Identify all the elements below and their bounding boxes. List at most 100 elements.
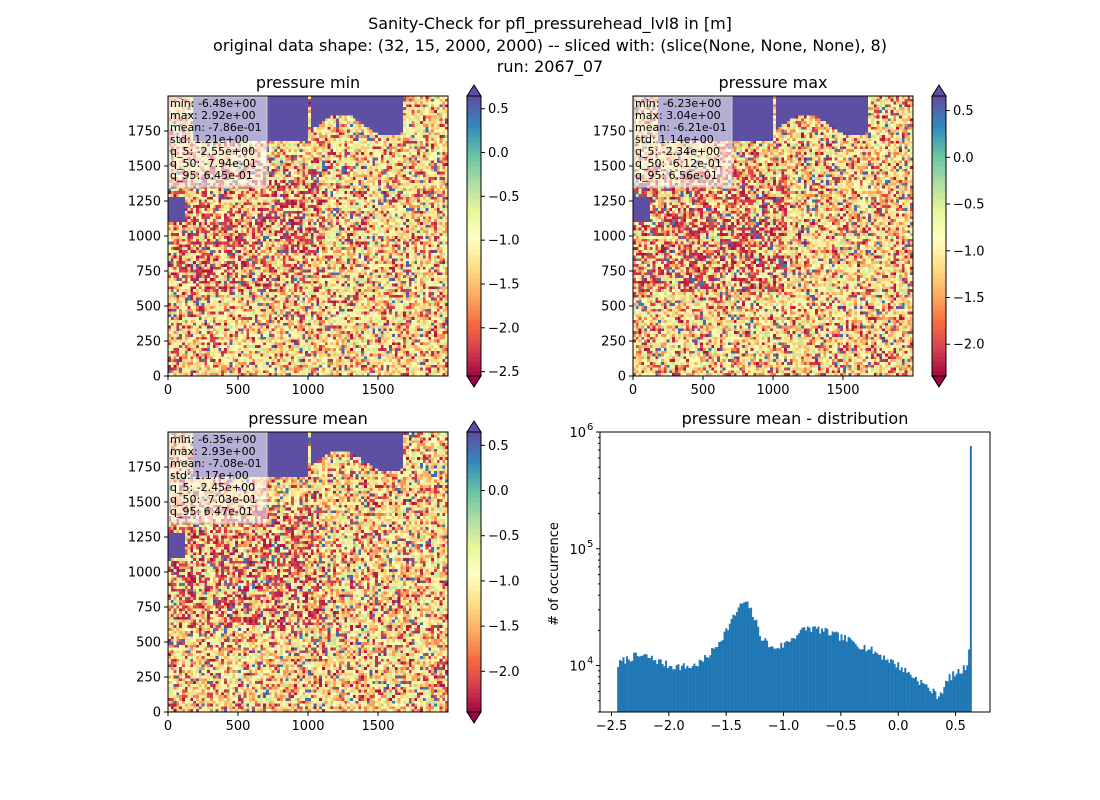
histogram-bar xyxy=(735,612,738,712)
histogram-bar xyxy=(766,640,769,712)
colorbar-tick-label: 0.0 xyxy=(953,151,974,166)
colorbar-tick-label: −1.0 xyxy=(953,244,985,259)
histogram-bar xyxy=(744,601,747,712)
colorbar-segment xyxy=(467,628,481,634)
histogram-bar xyxy=(769,646,772,712)
histogram-bar xyxy=(875,653,878,712)
histogram-bar xyxy=(661,663,664,712)
colorbar-segment xyxy=(467,156,481,162)
histogram-bar xyxy=(640,655,643,712)
colorbar-segment xyxy=(467,474,481,480)
x-tick-label: 500 xyxy=(226,383,251,398)
x-tick-label: 500 xyxy=(226,719,251,734)
x-tick-label: 0.5 xyxy=(945,719,966,734)
histogram-bar xyxy=(721,640,724,712)
histogram-bar xyxy=(898,670,901,712)
colorbar-tick-label: 0.5 xyxy=(488,102,509,117)
histogram-bar xyxy=(695,665,698,712)
colorbar-segment xyxy=(467,539,481,545)
colorbar-segment xyxy=(932,320,946,326)
histogram-bar xyxy=(863,644,866,712)
histogram-bar xyxy=(638,656,641,712)
colorbar-segment xyxy=(467,352,481,358)
histogram-bar xyxy=(925,684,928,712)
histogram-bar xyxy=(734,615,737,712)
colorbar-frame xyxy=(931,95,947,377)
colorbar-segment xyxy=(932,96,946,102)
histogram-bar xyxy=(700,660,703,712)
colorbar-segment xyxy=(467,530,481,536)
colorbar-segment xyxy=(467,572,481,578)
histogram-bar xyxy=(932,688,935,712)
colorbar-segment xyxy=(467,133,481,139)
histogram-panel: pressure mean - distribution −2.5 −2.0 −1.5… xyxy=(547,409,991,734)
histogram-bar xyxy=(922,683,924,712)
colorbar-segment xyxy=(467,520,481,526)
colorbar-segment xyxy=(467,226,481,232)
histogram-bar xyxy=(790,638,793,712)
histogram-bar xyxy=(659,659,662,712)
colorbar-segment xyxy=(467,292,481,298)
x-tick-label: 1000 xyxy=(291,383,324,398)
histogram-bar xyxy=(822,631,825,712)
histogram-bar xyxy=(743,602,746,712)
stats-line: min: -6.35e+00 xyxy=(170,433,256,446)
histogram-bar xyxy=(909,674,912,712)
y-tick-label: 1000 xyxy=(593,230,626,245)
y-tick-label: 1250 xyxy=(128,195,161,210)
colorbar-segment xyxy=(467,124,481,130)
colorbar-segment xyxy=(467,348,481,354)
histogram-bar xyxy=(893,663,896,712)
stats-line: std: 1.21e+00 xyxy=(170,133,249,146)
colorbar-segment xyxy=(932,203,946,209)
histogram-bar xyxy=(617,666,620,712)
colorbar-segment xyxy=(932,268,946,274)
colorbar-segment xyxy=(467,301,481,307)
colorbar-segment xyxy=(932,184,946,190)
colorbar-segment xyxy=(467,483,481,489)
histogram-bar xyxy=(946,681,949,712)
colorbar-segment xyxy=(932,329,946,335)
colorbar-segment xyxy=(932,231,946,237)
colorbar-segment xyxy=(467,576,481,582)
histogram-bar xyxy=(900,667,903,712)
histogram-bar xyxy=(728,623,731,712)
y-tick-exponent: 5 xyxy=(587,539,593,550)
histogram-bar xyxy=(851,640,854,712)
colorbar-segment xyxy=(467,707,481,713)
colorbar-segment xyxy=(932,292,946,298)
x-tick-label: −0.5 xyxy=(825,719,857,734)
colorbar-segment xyxy=(467,469,481,475)
colorbar-frame xyxy=(466,95,482,377)
colorbar-segment xyxy=(467,446,481,452)
colorbar-extend-min xyxy=(466,711,482,724)
histogram-bar xyxy=(767,647,770,712)
histogram-bar xyxy=(886,659,889,712)
colorbar: 0.5 0.0 −0.5 −1.0 −1.5 −2.0 −2.5 xyxy=(466,84,520,388)
colorbar-segment xyxy=(932,315,946,321)
histogram-bar xyxy=(891,660,894,712)
colorbar-segment xyxy=(932,212,946,218)
histogram-bar xyxy=(684,668,687,712)
y-tick-label: 250 xyxy=(601,335,626,350)
x-tick-label: 0 xyxy=(164,383,172,398)
colorbar-segment xyxy=(467,231,481,237)
histogram-bar xyxy=(787,641,790,712)
histogram-bar xyxy=(647,657,650,712)
histogram-bar xyxy=(691,666,694,712)
histogram-bar xyxy=(771,646,774,712)
histogram-bar xyxy=(725,628,728,712)
stats-line: q_50: -7.94e-01 xyxy=(170,157,257,170)
colorbar-segment xyxy=(467,502,481,508)
histogram-bar xyxy=(712,648,715,712)
colorbar-segment xyxy=(932,114,946,120)
histogram-bar xyxy=(643,654,646,712)
x-tick-label: −2.5 xyxy=(596,719,628,734)
histogram-bar xyxy=(675,665,678,712)
x-tick-label: 1500 xyxy=(361,719,394,734)
colorbar-frame xyxy=(466,431,482,713)
colorbar-segment xyxy=(467,310,481,316)
histogram-bar xyxy=(911,677,914,712)
colorbar-segment xyxy=(467,497,481,503)
